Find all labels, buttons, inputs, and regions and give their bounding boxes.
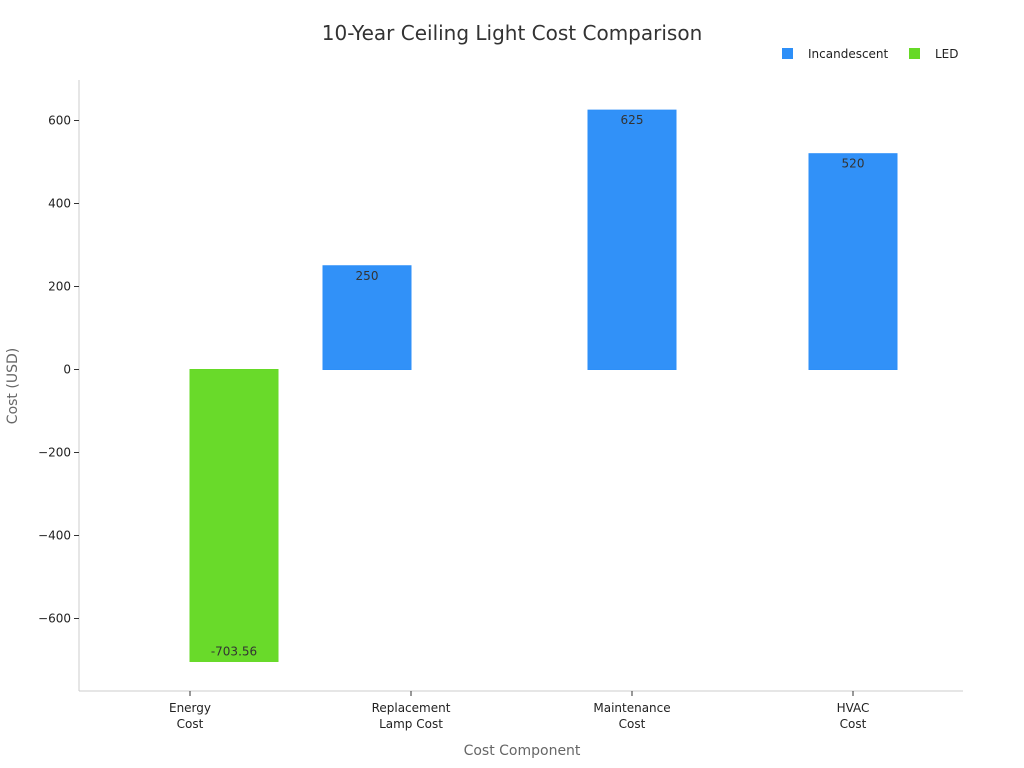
x-tick-label: Cost — [840, 717, 867, 731]
legend-label: Incandescent — [808, 47, 889, 61]
y-tick-label: 600 — [48, 114, 71, 128]
data-label: -703.56 — [211, 644, 257, 658]
data-label: 520 — [842, 157, 865, 171]
bar-incandescent — [587, 109, 677, 370]
data-labels: -703.56 250 625 520 — [211, 113, 865, 658]
y-tick-label: 400 — [48, 197, 71, 211]
legend-swatch — [782, 48, 793, 59]
data-label: 625 — [621, 113, 644, 127]
x-tick-label: Cost — [177, 717, 204, 731]
y-tick-label: −200 — [38, 446, 71, 460]
data-label: 250 — [356, 269, 379, 283]
chart-title: 10-Year Ceiling Light Cost Comparison — [322, 21, 703, 45]
legend-label: LED — [935, 47, 959, 61]
y-tick-label: −600 — [38, 612, 71, 626]
legend-swatch — [909, 48, 920, 59]
y-ticks: 600 400 200 0 −200 −400 −600 — [38, 114, 79, 626]
x-axis-title: Cost Component — [464, 743, 581, 759]
legend: Incandescent LED — [782, 47, 959, 61]
bar-incandescent — [322, 265, 412, 370]
y-tick-label: −400 — [38, 529, 71, 543]
x-tick-label: Energy — [169, 701, 211, 715]
y-tick-label: 200 — [48, 280, 71, 294]
bars — [189, 109, 898, 662]
y-axis-title: Cost (USD) — [5, 348, 21, 424]
x-tick-label: Replacement — [372, 701, 451, 715]
x-tick-label: Maintenance — [593, 701, 670, 715]
axes — [78, 80, 963, 692]
y-tick-label: 0 — [63, 363, 71, 377]
bar-led — [189, 369, 279, 662]
x-tick-label: HVAC — [837, 701, 870, 715]
x-tick-label: Lamp Cost — [379, 717, 443, 731]
x-ticks: Energy Cost Replacement Lamp Cost Maintenanc… — [169, 691, 869, 731]
bar-incandescent — [808, 153, 898, 370]
x-tick-label: Cost — [619, 717, 646, 731]
